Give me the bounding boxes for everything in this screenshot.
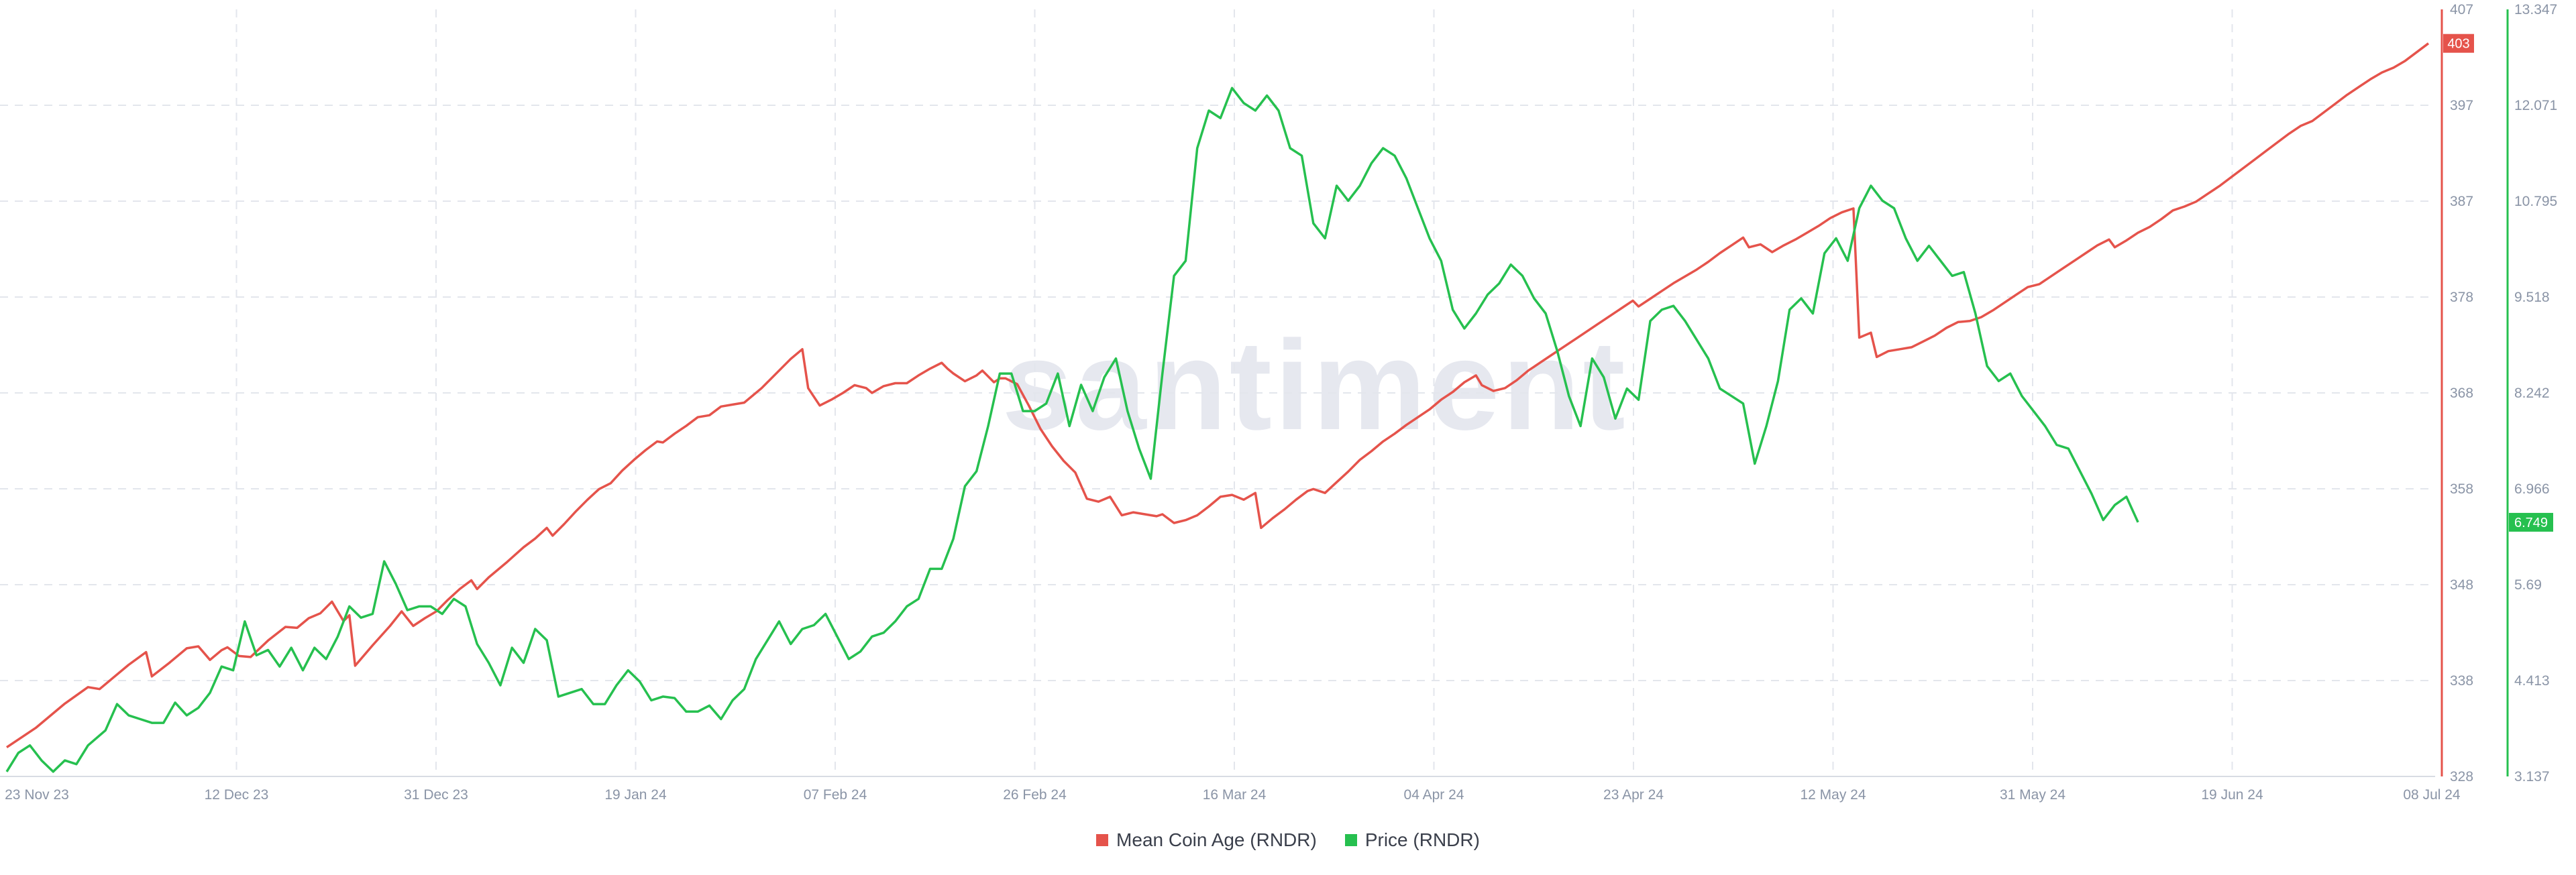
x-tick-label: 19 Jan 24 xyxy=(604,787,667,803)
santiment-watermark: santiment xyxy=(1002,314,1627,457)
axes: 328 338 348 358 368 378 387 397 407 3.137 4.413 5.6… xyxy=(0,2,2557,803)
legend-item[interactable]: Mean Coin Age (RNDR) xyxy=(1096,829,1317,851)
y-left-tick-label: 407 xyxy=(2450,2,2473,17)
x-tick-label: 31 Dec 23 xyxy=(404,787,468,803)
last-value-badge xyxy=(2443,34,2474,53)
y-left-tick-label: 348 xyxy=(2450,577,2473,593)
x-tick-label: 23 Apr 24 xyxy=(1603,787,1664,803)
y-left-tick-label: 378 xyxy=(2450,290,2473,305)
value-labels: 403 6.749 xyxy=(2443,34,2553,532)
y-left-tick-label: 387 xyxy=(2450,194,2473,209)
legend-swatch xyxy=(1344,834,1357,846)
y-left-tick-label: 358 xyxy=(2450,481,2473,497)
y-left-tick-label: 368 xyxy=(2450,386,2473,401)
last-value-label: 403 xyxy=(2447,37,2469,52)
x-tick-label: 19 Jun 24 xyxy=(2201,787,2263,803)
y-right-tick-label: 5.69 xyxy=(2514,577,2542,593)
x-tick-label: 31 May 24 xyxy=(2000,787,2065,803)
last-value-badge xyxy=(2509,512,2553,532)
x-tick-label: 26 Feb 24 xyxy=(1003,787,1067,803)
x-tick-label: 16 Mar 24 xyxy=(1203,787,1267,803)
y-right-tick-label: 8.242 xyxy=(2514,386,2550,401)
y-right-tick-label: 9.518 xyxy=(2514,290,2550,305)
x-tick-label: 08 Jul 24 xyxy=(2403,787,2461,803)
y-left-tick-label: 338 xyxy=(2450,673,2473,689)
series-line-1 xyxy=(6,42,2430,749)
y-right-tick-label: 4.413 xyxy=(2514,673,2550,689)
x-tick-label: 12 May 24 xyxy=(1800,787,1866,803)
y-left-tick-label: 328 xyxy=(2450,769,2473,784)
legend-item[interactable]: Price (RNDR) xyxy=(1344,829,1480,851)
y-right-tick-label: 6.966 xyxy=(2514,481,2550,497)
last-value-label: 6.749 xyxy=(2514,516,2548,530)
x-tick-label: 04 Apr 24 xyxy=(1404,787,1464,803)
legend-swatch xyxy=(1096,834,1109,846)
grid xyxy=(0,9,2435,776)
y-right-tick-label: 12.071 xyxy=(2514,98,2557,113)
legend: Mean Coin Age (RNDR) Price (RNDR) xyxy=(0,823,2576,857)
y-right-tick-label: 10.795 xyxy=(2514,194,2557,209)
legend-label: Price (RNDR) xyxy=(1364,829,1480,850)
x-tick-label: 12 Dec 23 xyxy=(205,787,269,803)
legend-label: Mean Coin Age (RNDR) xyxy=(1116,829,1317,850)
series-line-2 xyxy=(5,86,2139,773)
x-tick-label: 23 Nov 23 xyxy=(5,787,69,803)
y-right-tick-label: 13.347 xyxy=(2514,2,2557,17)
y-right-tick-label: 3.137 xyxy=(2514,769,2550,784)
x-tick-label: 07 Feb 24 xyxy=(804,787,867,803)
y-left-tick-label: 397 xyxy=(2450,98,2473,113)
series-layer xyxy=(5,42,2430,773)
